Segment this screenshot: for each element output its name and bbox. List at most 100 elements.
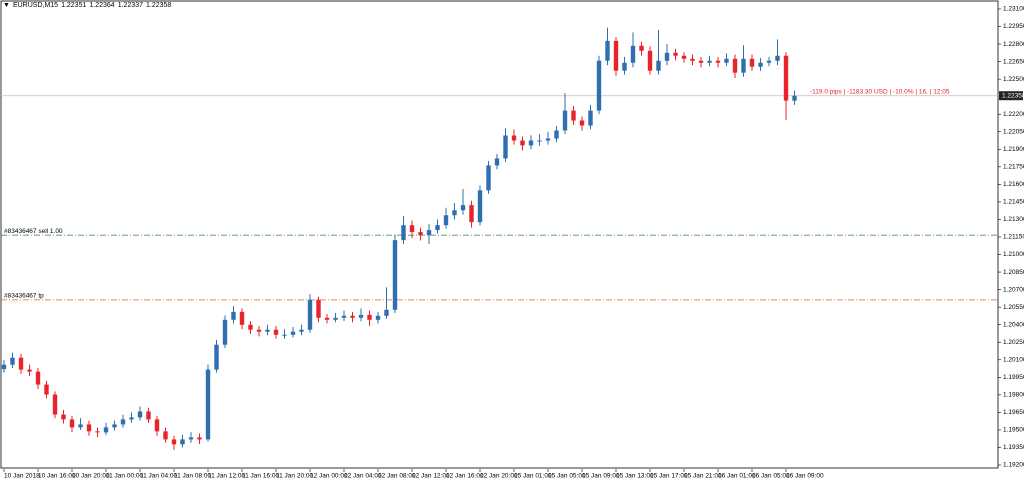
candle-body xyxy=(248,324,253,330)
candle-body xyxy=(571,110,576,121)
candle-body xyxy=(78,424,83,428)
candle-body xyxy=(707,60,712,63)
candle-body xyxy=(690,58,695,61)
y-tick-label: 1.20250 xyxy=(1003,339,1024,346)
candle-body xyxy=(460,205,466,211)
y-tick-label: 1.22800 xyxy=(1003,41,1024,48)
candle-body xyxy=(392,240,398,310)
candle-body xyxy=(520,140,525,146)
x-tick-label: 16 Jan 05:00 xyxy=(752,473,790,480)
current-price-label: 1.22358 xyxy=(1002,92,1024,99)
candle-body xyxy=(426,230,432,236)
candle-body xyxy=(443,215,449,226)
candle-body xyxy=(401,225,406,241)
x-tick-label: 12 Jan 12:00 xyxy=(412,473,450,480)
x-tick-label: 10 Jan 20:00 xyxy=(72,473,110,480)
candle-body xyxy=(61,414,66,420)
plot-frame xyxy=(0,0,999,469)
x-tick-label: 15 Jan 13:00 xyxy=(616,473,654,480)
candle-body xyxy=(103,427,109,433)
candle-body xyxy=(605,40,610,61)
candle-body xyxy=(197,437,202,440)
candle-body xyxy=(256,329,262,332)
candle-body xyxy=(205,369,211,440)
x-tick-label: 16 Jan 01:00 xyxy=(718,473,756,480)
header-low: 1.22337 xyxy=(117,2,143,9)
y-tick-label: 1.22200 xyxy=(1003,111,1024,118)
x-tick-label: 12 Jan 08:00 xyxy=(378,473,416,480)
candle-body xyxy=(1,364,7,370)
candle-body xyxy=(741,58,746,73)
y-tick-label: 1.19500 xyxy=(1003,427,1024,434)
candle-body xyxy=(27,369,32,372)
candle-body xyxy=(452,210,457,216)
candle-body xyxy=(792,95,797,101)
y-tick-label: 1.19200 xyxy=(1003,462,1024,469)
header-open: 1.22351 xyxy=(61,2,87,9)
candle-body xyxy=(630,45,636,63)
y-tick-label: 1.19800 xyxy=(1003,392,1024,399)
x-tick-label: 11 Jan 08:00 xyxy=(174,473,211,480)
candle-body xyxy=(664,52,670,61)
y-tick-label: 1.22950 xyxy=(1003,23,1024,30)
y-tick-label: 1.21900 xyxy=(1003,146,1024,153)
candle-body xyxy=(673,52,678,56)
candle-body xyxy=(613,40,619,71)
candle-body xyxy=(333,317,338,320)
candle-body xyxy=(384,309,389,316)
candle-body xyxy=(656,60,661,71)
header-high: 1.22364 xyxy=(89,2,115,9)
candle-body xyxy=(163,431,168,440)
candle-body xyxy=(188,437,194,440)
y-tick-label: 1.20550 xyxy=(1003,304,1024,311)
x-tick-label: 16 Jan 09:00 xyxy=(786,473,824,480)
x-tick-label: 15 Jan 21:00 xyxy=(684,473,722,480)
candle-body xyxy=(129,417,134,420)
candle-body xyxy=(758,62,763,67)
candle-body xyxy=(171,439,177,445)
x-tick-label: 11 Jan 04:00 xyxy=(140,473,177,480)
x-tick-label: 15 Jan 01:00 xyxy=(514,473,552,480)
y-tick-label: 1.21150 xyxy=(1003,234,1024,241)
candle-body xyxy=(486,165,491,191)
candle-body xyxy=(52,394,58,415)
candle-body xyxy=(562,110,568,131)
x-tick-label: 12 Jan 16:00 xyxy=(446,473,484,480)
y-tick-label: 1.20100 xyxy=(1003,356,1024,363)
candle-body xyxy=(724,58,729,63)
y-tick-label: 1.21750 xyxy=(1003,164,1024,171)
current-price-box xyxy=(999,91,1023,101)
y-tick-label: 1.19650 xyxy=(1003,409,1024,416)
candle-body xyxy=(290,331,296,335)
order-level-label: #83436467 sell 1.00 xyxy=(4,228,63,235)
candle-body xyxy=(307,299,313,330)
x-tick-label: 15 Jan 05:00 xyxy=(548,473,586,480)
candle-body xyxy=(639,45,644,51)
candle-body xyxy=(681,55,687,59)
y-tick-label: 1.22650 xyxy=(1003,58,1024,65)
x-tick-label: 11 Jan 00:00 xyxy=(106,473,143,480)
candle-body xyxy=(435,225,440,231)
x-tick-label: 10 Jan 16:00 xyxy=(38,473,76,480)
candle-body xyxy=(528,140,534,146)
candle-body xyxy=(554,130,559,139)
candle-body xyxy=(95,431,100,433)
candle-body xyxy=(282,334,287,336)
candle-body xyxy=(622,62,627,71)
candle-body xyxy=(69,419,75,428)
y-tick-label: 1.22500 xyxy=(1003,76,1024,83)
candle-body xyxy=(112,424,117,428)
x-tick-label: 11 Jan 20:00 xyxy=(276,473,313,480)
candle-body xyxy=(35,371,41,385)
candle-body xyxy=(18,357,24,370)
menu-arrow[interactable]: ▼ xyxy=(3,2,10,9)
y-tick-label: 1.23100 xyxy=(1003,6,1024,13)
x-tick-label: 15 Jan 09:00 xyxy=(582,473,620,480)
candle-body xyxy=(350,315,355,318)
candle-body xyxy=(647,50,653,71)
candle-body xyxy=(214,344,219,370)
candle-body xyxy=(749,58,755,67)
candle-body xyxy=(469,205,474,223)
x-tick-label: 10 Jan 2018 xyxy=(4,473,40,480)
